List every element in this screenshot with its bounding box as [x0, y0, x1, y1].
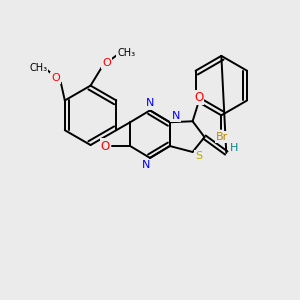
Text: O: O: [194, 91, 203, 104]
Text: N: N: [146, 98, 154, 108]
Text: H: H: [230, 143, 238, 153]
Text: CH₃: CH₃: [117, 48, 135, 58]
Text: Br: Br: [216, 132, 228, 142]
Text: O: O: [101, 140, 110, 152]
Text: O: O: [52, 73, 60, 83]
Text: O: O: [102, 58, 111, 68]
Text: N: N: [172, 111, 180, 121]
Text: N: N: [142, 160, 150, 170]
Text: CH₃: CH₃: [29, 63, 47, 73]
Text: S: S: [195, 151, 202, 161]
